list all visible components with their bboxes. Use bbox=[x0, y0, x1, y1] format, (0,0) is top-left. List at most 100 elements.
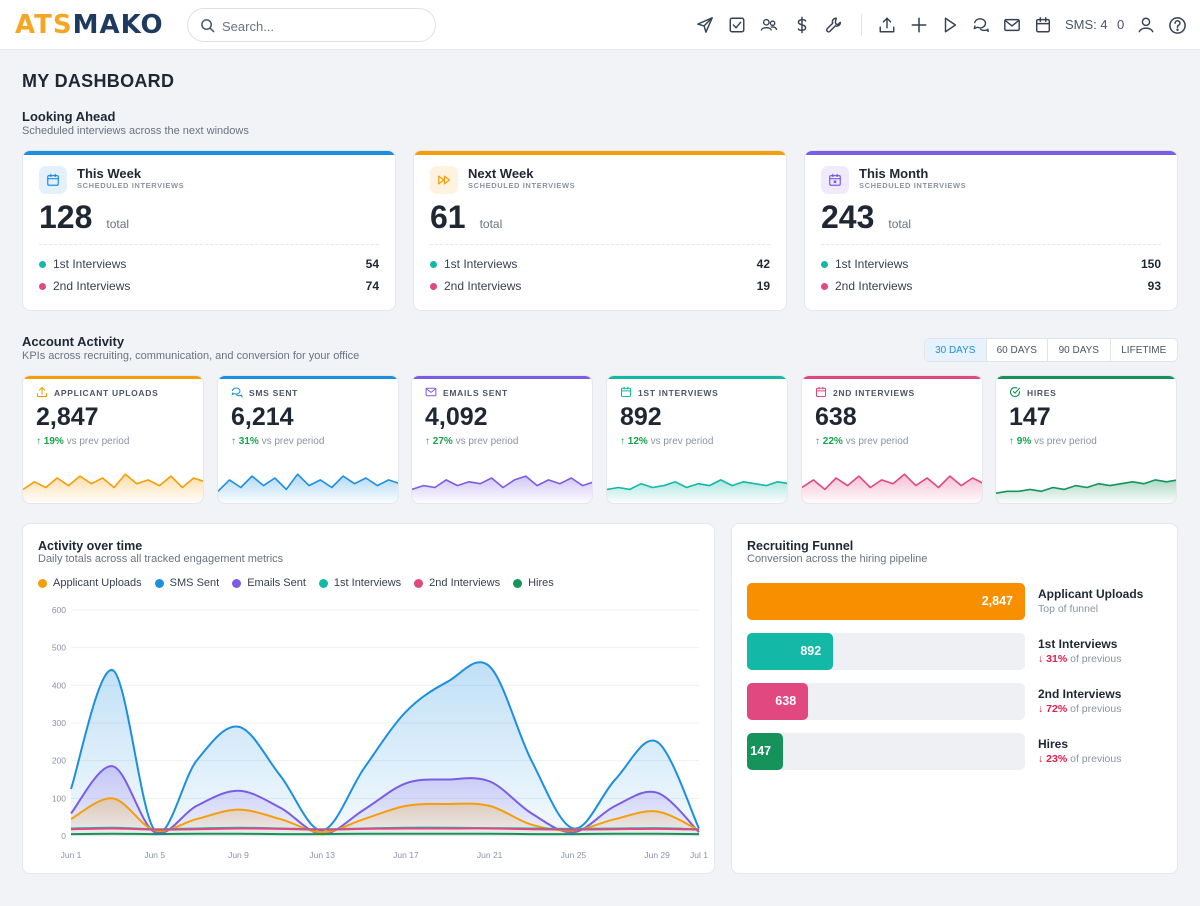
funnel-sub-text: of previous bbox=[1070, 753, 1122, 765]
calendar-icon bbox=[620, 386, 632, 398]
sparkline-line bbox=[218, 473, 398, 492]
funnel-row[interactable]: 2,847 Applicant Uploads Top of funnel bbox=[747, 583, 1177, 620]
chat-icon[interactable] bbox=[971, 15, 991, 35]
x-tick-label: Jun 17 bbox=[393, 850, 419, 860]
sparkline-line bbox=[996, 479, 1176, 494]
period-90-days[interactable]: 90 DAYS bbox=[1048, 339, 1111, 361]
kpi-card[interactable]: EMAILS SENT 4,092 ↑ 27% vs prev period bbox=[411, 375, 593, 504]
card-title: This Month bbox=[859, 166, 929, 181]
period-30-days[interactable]: 30 DAYS bbox=[925, 339, 987, 361]
kpi-card[interactable]: 1ST INTERVIEWS 892 ↑ 12% vs prev period bbox=[606, 375, 788, 504]
card-total: 61 bbox=[430, 199, 466, 235]
kpi-card[interactable]: SMS SENT 6,214 ↑ 31% vs prev period bbox=[217, 375, 399, 504]
schedule-card[interactable]: Next Week SCHEDULED INTERVIEWS 61 total 1st … bbox=[413, 150, 787, 311]
activity-chart: 0 100 200 300 400 500 600 Jun 1 Jun 5 Jun 9 Jun 13… bbox=[52, 605, 708, 860]
sparkline-area bbox=[23, 474, 203, 503]
kpi-card[interactable]: APPLICANT UPLOADS 2,847 ↑ 19% vs prev peri… bbox=[22, 375, 204, 504]
arrow-up-icon: ↑ bbox=[425, 436, 433, 447]
legend-item[interactable]: Applicant Uploads bbox=[38, 577, 142, 589]
arrow-down-icon: ↓ bbox=[1038, 753, 1047, 765]
funnel-row[interactable]: 892 1st Interviews ↓ 31% of previous bbox=[747, 633, 1177, 670]
play-icon[interactable] bbox=[940, 15, 960, 35]
legend-item[interactable]: 1st Interviews bbox=[318, 577, 401, 589]
search-box bbox=[187, 8, 436, 42]
funnel-drop-percent: 23% bbox=[1046, 753, 1068, 765]
arrow-up-icon: ↑ bbox=[36, 436, 44, 447]
kpi-change-up: ↑ 31% bbox=[231, 436, 259, 447]
help-icon[interactable] bbox=[1167, 15, 1187, 35]
period-60-days[interactable]: 60 DAYS bbox=[987, 339, 1049, 361]
sparkline-line bbox=[607, 479, 787, 491]
account-activity-subtitle: KPIs across recruiting, communication, a… bbox=[22, 350, 360, 362]
funnel-row[interactable]: 147 Hires ↓ 23% of previous bbox=[747, 733, 1177, 770]
kpi-accent-bar bbox=[802, 376, 982, 379]
funnel-title: Recruiting Funnel bbox=[747, 539, 854, 553]
series-line[interactable] bbox=[70, 797, 700, 834]
checkbox-icon[interactable] bbox=[727, 15, 747, 35]
legend-label: SMS Sent bbox=[169, 577, 220, 589]
kpi-card[interactable]: 2ND INTERVIEWS 638 ↑ 22% vs prev period bbox=[801, 375, 983, 504]
funnel-sub-text: of previous bbox=[1070, 703, 1122, 715]
kpi-value: 892 bbox=[620, 403, 662, 431]
account-activity-title: Account Activity bbox=[22, 334, 125, 349]
funnel-value: 638 bbox=[775, 694, 797, 708]
kpi-change: ↑ 12% vs prev period bbox=[620, 436, 713, 447]
funnel-drop-percent: 72% bbox=[1046, 703, 1068, 715]
wrench-icon[interactable] bbox=[824, 15, 844, 35]
kpi-accent-bar bbox=[996, 376, 1176, 379]
x-tick-label: Jun 21 bbox=[477, 850, 503, 860]
fast-forward-icon bbox=[430, 166, 458, 194]
dollar-icon[interactable] bbox=[792, 15, 812, 35]
schedule-card[interactable]: This Week SCHEDULED INTERVIEWS 128 total 1st… bbox=[22, 150, 396, 311]
users-icon[interactable] bbox=[759, 15, 779, 35]
kpi-accent-bar bbox=[23, 376, 203, 379]
plus-icon[interactable] bbox=[909, 15, 929, 35]
notification-count[interactable]: 0 bbox=[1117, 17, 1125, 32]
interview-row-label: 1st Interviews bbox=[835, 257, 909, 271]
interview-row-value: 54 bbox=[365, 257, 379, 271]
funnel-stage-sub: ↓ 31% of previous bbox=[1038, 653, 1121, 665]
legend-item[interactable]: SMS Sent bbox=[154, 577, 220, 589]
funnel-row[interactable]: 638 2nd Interviews ↓ 72% of previous bbox=[747, 683, 1177, 720]
legend-item[interactable]: Emails Sent bbox=[232, 577, 306, 589]
toolbar-divider bbox=[861, 14, 862, 36]
kpi-change-up: ↑ 19% bbox=[36, 436, 64, 447]
kpi-label: 2ND INTERVIEWS bbox=[833, 388, 915, 398]
card-subtitle: SCHEDULED INTERVIEWS bbox=[77, 181, 185, 190]
card-total-label: total bbox=[888, 217, 912, 231]
activity-panel: Activity over time Daily totals across a… bbox=[22, 523, 715, 874]
kpi-accent-bar bbox=[218, 376, 398, 379]
search-input[interactable] bbox=[222, 16, 422, 36]
series-line[interactable] bbox=[70, 827, 700, 831]
funnel-sub-text: Top of funnel bbox=[1038, 603, 1099, 615]
schedule-card[interactable]: This Month SCHEDULED INTERVIEWS 243 total 1s… bbox=[804, 150, 1178, 311]
funnel-track: 638 bbox=[747, 683, 1025, 720]
card-divider bbox=[39, 244, 379, 245]
x-tick-label: Jun 5 bbox=[144, 850, 165, 860]
card-accent-bar bbox=[805, 151, 1177, 155]
card-divider bbox=[430, 244, 770, 245]
upload-icon[interactable] bbox=[877, 15, 897, 35]
legend-item[interactable]: Hires bbox=[513, 577, 554, 589]
funnel-drop: ↓ 23% bbox=[1038, 753, 1067, 765]
activity-subtitle: Daily totals across all tracked engageme… bbox=[38, 553, 284, 565]
user-icon[interactable] bbox=[1136, 15, 1156, 35]
calendar-icon[interactable] bbox=[1033, 15, 1053, 35]
funnel-track: 2,847 bbox=[747, 583, 1025, 620]
logo-ats: ATS bbox=[15, 10, 73, 40]
app-logo[interactable]: ATSMAKO bbox=[15, 9, 164, 41]
sparkline-line bbox=[802, 473, 982, 491]
period-lifetime[interactable]: LIFETIME bbox=[1121, 344, 1167, 356]
send-icon[interactable] bbox=[695, 15, 715, 35]
legend-dot bbox=[513, 578, 523, 588]
search-icon bbox=[201, 19, 215, 33]
kpi-change: ↑ 9% vs prev period bbox=[1009, 436, 1097, 447]
sms-counter[interactable]: SMS: 4 bbox=[1065, 17, 1108, 32]
interview-row: 2nd Interviews 93 bbox=[821, 279, 1161, 293]
mail-icon[interactable] bbox=[1002, 15, 1022, 35]
kpi-card[interactable]: HIRES 147 ↑ 9% vs prev period bbox=[995, 375, 1177, 504]
kpi-label: EMAILS SENT bbox=[443, 388, 508, 398]
kpi-change-up: ↑ 12% bbox=[620, 436, 648, 447]
card-divider bbox=[821, 244, 1161, 245]
legend-item[interactable]: 2nd Interviews bbox=[414, 577, 500, 589]
